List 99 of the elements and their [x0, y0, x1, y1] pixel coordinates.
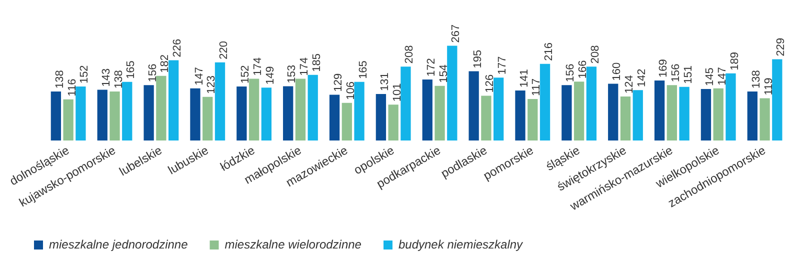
data-label: 145 — [704, 68, 716, 86]
data-label: 267 — [450, 24, 462, 43]
bar — [608, 84, 618, 141]
bar — [447, 46, 458, 141]
data-label: 149 — [264, 66, 276, 85]
bar — [620, 96, 631, 141]
bar — [50, 92, 62, 141]
data-label: 147 — [716, 66, 728, 86]
data-label: 229 — [775, 38, 788, 56]
bar — [214, 62, 226, 141]
data-label: 174 — [298, 57, 311, 76]
bar — [122, 82, 132, 141]
data-label: 151 — [682, 66, 694, 84]
bar — [562, 85, 572, 141]
legend-label: mieszkalne jednorodzinne — [49, 237, 188, 252]
bar — [261, 88, 272, 141]
data-label: 216 — [543, 42, 556, 61]
bar — [528, 98, 538, 141]
data-label: 165 — [357, 60, 370, 79]
bar — [168, 60, 179, 141]
bar — [679, 86, 690, 141]
data-label: 189 — [728, 52, 741, 70]
legend-label: budynek niemieszkalny — [398, 237, 524, 252]
bar — [97, 90, 108, 141]
bar — [236, 86, 247, 141]
data-label: 126 — [484, 74, 496, 93]
bar — [329, 94, 340, 141]
data-label: 143 — [100, 68, 112, 87]
bar — [574, 82, 584, 141]
bar — [747, 92, 758, 141]
data-label: 101 — [391, 83, 404, 102]
bar — [110, 92, 120, 141]
data-label: 174 — [252, 57, 264, 76]
data-label: 177 — [496, 56, 509, 75]
data-label: 208 — [404, 45, 416, 64]
data-label: 138 — [54, 70, 66, 89]
bar — [666, 85, 677, 141]
bar — [760, 98, 770, 141]
data-label: 185 — [310, 53, 323, 72]
bar — [481, 96, 492, 141]
bar — [202, 96, 213, 141]
data-label: 147 — [193, 66, 206, 86]
bar — [772, 59, 782, 141]
data-label: 119 — [762, 78, 775, 96]
data-label: 131 — [378, 72, 391, 92]
data-label: 160 — [611, 62, 624, 81]
bar — [468, 71, 479, 141]
data-label: 123 — [206, 75, 218, 94]
data-label: 172 — [425, 58, 438, 76]
bar — [283, 86, 294, 141]
bar — [156, 76, 166, 141]
data-label: 156 — [670, 64, 682, 82]
data-label: 106 — [344, 82, 357, 100]
data-label: 142 — [636, 68, 648, 88]
bar — [586, 66, 597, 141]
data-label: 124 — [624, 75, 636, 94]
data-label: 195 — [472, 50, 484, 68]
data-label: 152 — [78, 65, 91, 84]
bar — [654, 80, 665, 141]
bar — [494, 78, 504, 141]
bar — [515, 90, 526, 141]
data-label: 129 — [332, 73, 345, 92]
bar — [726, 73, 736, 141]
bar — [342, 102, 352, 141]
data-label: 154 — [438, 64, 450, 83]
bar — [376, 94, 386, 141]
data-label: 152 — [240, 65, 252, 84]
bar — [540, 64, 550, 141]
bar — [388, 104, 398, 141]
data-label: 169 — [658, 59, 670, 78]
bar — [76, 86, 86, 141]
data-label: 226 — [172, 38, 184, 58]
data-label: 138 — [112, 70, 125, 89]
data-label: 166 — [577, 60, 590, 79]
data-label: 165 — [125, 60, 138, 79]
bar — [190, 88, 200, 141]
bar — [434, 86, 445, 141]
data-label: 156 — [146, 64, 159, 82]
bar — [63, 99, 74, 141]
data-label: 182 — [159, 54, 172, 73]
bar — [295, 78, 306, 141]
data-label: 116 — [66, 78, 78, 96]
bar — [632, 90, 643, 141]
data-label: 156 — [564, 64, 577, 82]
bar — [308, 74, 318, 141]
data-label: 220 — [218, 41, 230, 60]
bar — [354, 82, 364, 141]
bar — [700, 89, 712, 141]
data-label: 138 — [750, 70, 762, 89]
data-label: 117 — [530, 78, 543, 96]
bar — [248, 78, 260, 141]
bar — [422, 79, 432, 141]
data-label: 208 — [589, 45, 602, 64]
legend-label: mieszkalne wielorodzinne — [224, 237, 362, 252]
data-label: 153 — [286, 64, 298, 84]
bar — [400, 66, 411, 141]
bar — [713, 88, 724, 141]
data-label: 141 — [518, 69, 530, 88]
bar — [144, 85, 154, 141]
